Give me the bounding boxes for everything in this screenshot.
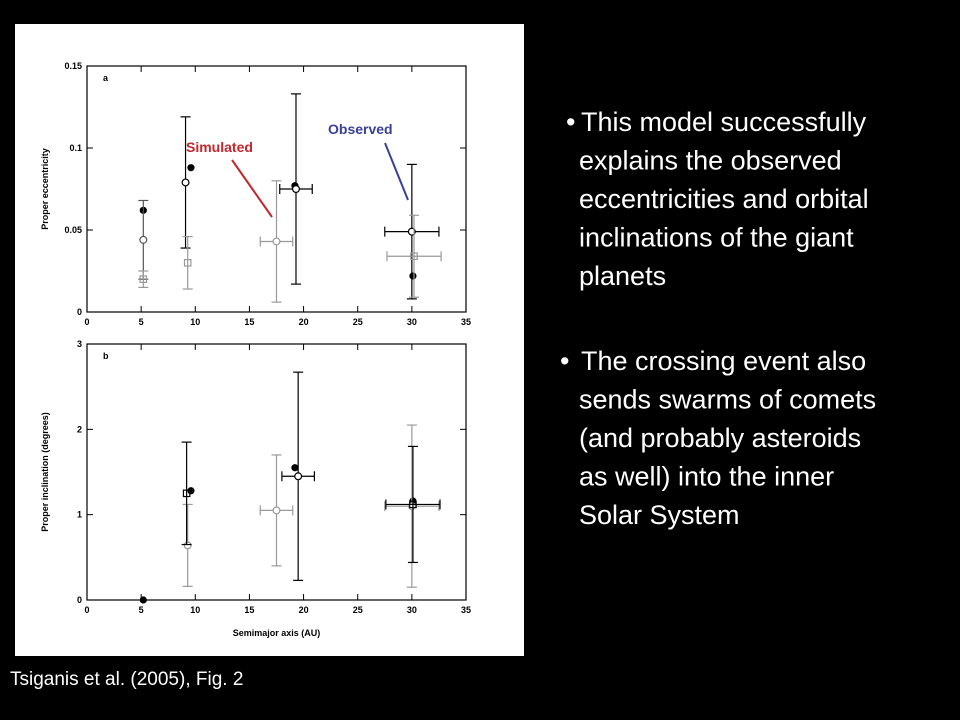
annotation: Simulated (186, 139, 253, 155)
annotation-arrow (231, 159, 273, 218)
x-tick-label: 10 (190, 605, 200, 615)
y-tick-label: 0.05 (64, 225, 82, 235)
simulated-point (294, 472, 303, 481)
simulated-point (272, 506, 281, 515)
observed-point (291, 464, 299, 472)
plot-frame (86, 343, 467, 601)
bullet-dot: • (566, 107, 575, 137)
caption: Tsiganis et al. (2005), Fig. 2 (10, 669, 243, 690)
simulated-point (183, 541, 192, 550)
observed-point (409, 272, 417, 280)
x-tick-label: 30 (407, 605, 417, 615)
x-tick-label: 5 (139, 317, 144, 327)
square-point (410, 252, 418, 261)
simulated-point (272, 237, 281, 246)
simulated-point (181, 178, 190, 187)
x-tick-label: 20 (299, 317, 309, 327)
x-tick-label: 20 (299, 605, 309, 615)
bullet-text: Solar System (579, 500, 740, 530)
x-tick-label: 10 (190, 317, 200, 327)
square-point (182, 489, 191, 498)
figure (15, 24, 524, 656)
bullet-text: as well) into the inner (579, 462, 834, 492)
y-tick-label: 0.15 (64, 61, 82, 71)
bullet-text: This model successfully (581, 107, 867, 137)
simulated-point (139, 235, 148, 244)
bullet-text: eccentricities and orbital (579, 184, 869, 214)
y-tick-label: 0 (77, 595, 82, 605)
y-axis-label: Proper eccentricity (40, 148, 50, 230)
bullet-text: (and probably asteroids (579, 423, 861, 453)
bullet-text: planets (579, 261, 666, 291)
x-tick-label: 15 (244, 317, 254, 327)
square-point (183, 259, 192, 267)
x-tick-label: 35 (461, 605, 471, 615)
y-axis-label: Proper inclination (degrees) (40, 412, 50, 532)
panel-label: a (103, 73, 109, 83)
y-tick-label: 0 (77, 307, 82, 317)
observed-point (187, 164, 195, 172)
observed-point (187, 487, 195, 495)
bullet-text: sends swarms of comets (579, 385, 876, 415)
bullet-text: The crossing event also (581, 346, 866, 376)
x-tick-label: 0 (84, 317, 89, 327)
x-tick-label: 15 (244, 605, 254, 615)
x-axis-label: Semimajor axis (AU) (233, 628, 321, 638)
annotation: Observed (328, 121, 393, 137)
bullet-text: inclinations of the giant (579, 223, 854, 253)
x-tick-label: 30 (407, 317, 417, 327)
x-tick-label: 5 (139, 605, 144, 615)
x-tick-label: 35 (461, 317, 471, 327)
observed-point (139, 596, 147, 604)
annotation-arrow (384, 142, 409, 201)
y-tick-label: 1 (77, 510, 82, 520)
y-tick-label: 2 (77, 424, 82, 434)
square-point (139, 275, 148, 284)
x-tick-label: 0 (84, 605, 89, 615)
panel-label: b (103, 351, 109, 361)
bullet-dot: • (560, 346, 569, 376)
x-tick-label: 25 (353, 317, 363, 327)
y-tick-label: 3 (77, 339, 82, 349)
plot-frame (86, 65, 467, 313)
y-tick-label: 0.1 (69, 143, 82, 153)
simulated-point (291, 185, 300, 194)
square-point (409, 500, 417, 509)
bullet-text: explains the observed (579, 146, 842, 176)
x-tick-label: 25 (353, 605, 363, 615)
